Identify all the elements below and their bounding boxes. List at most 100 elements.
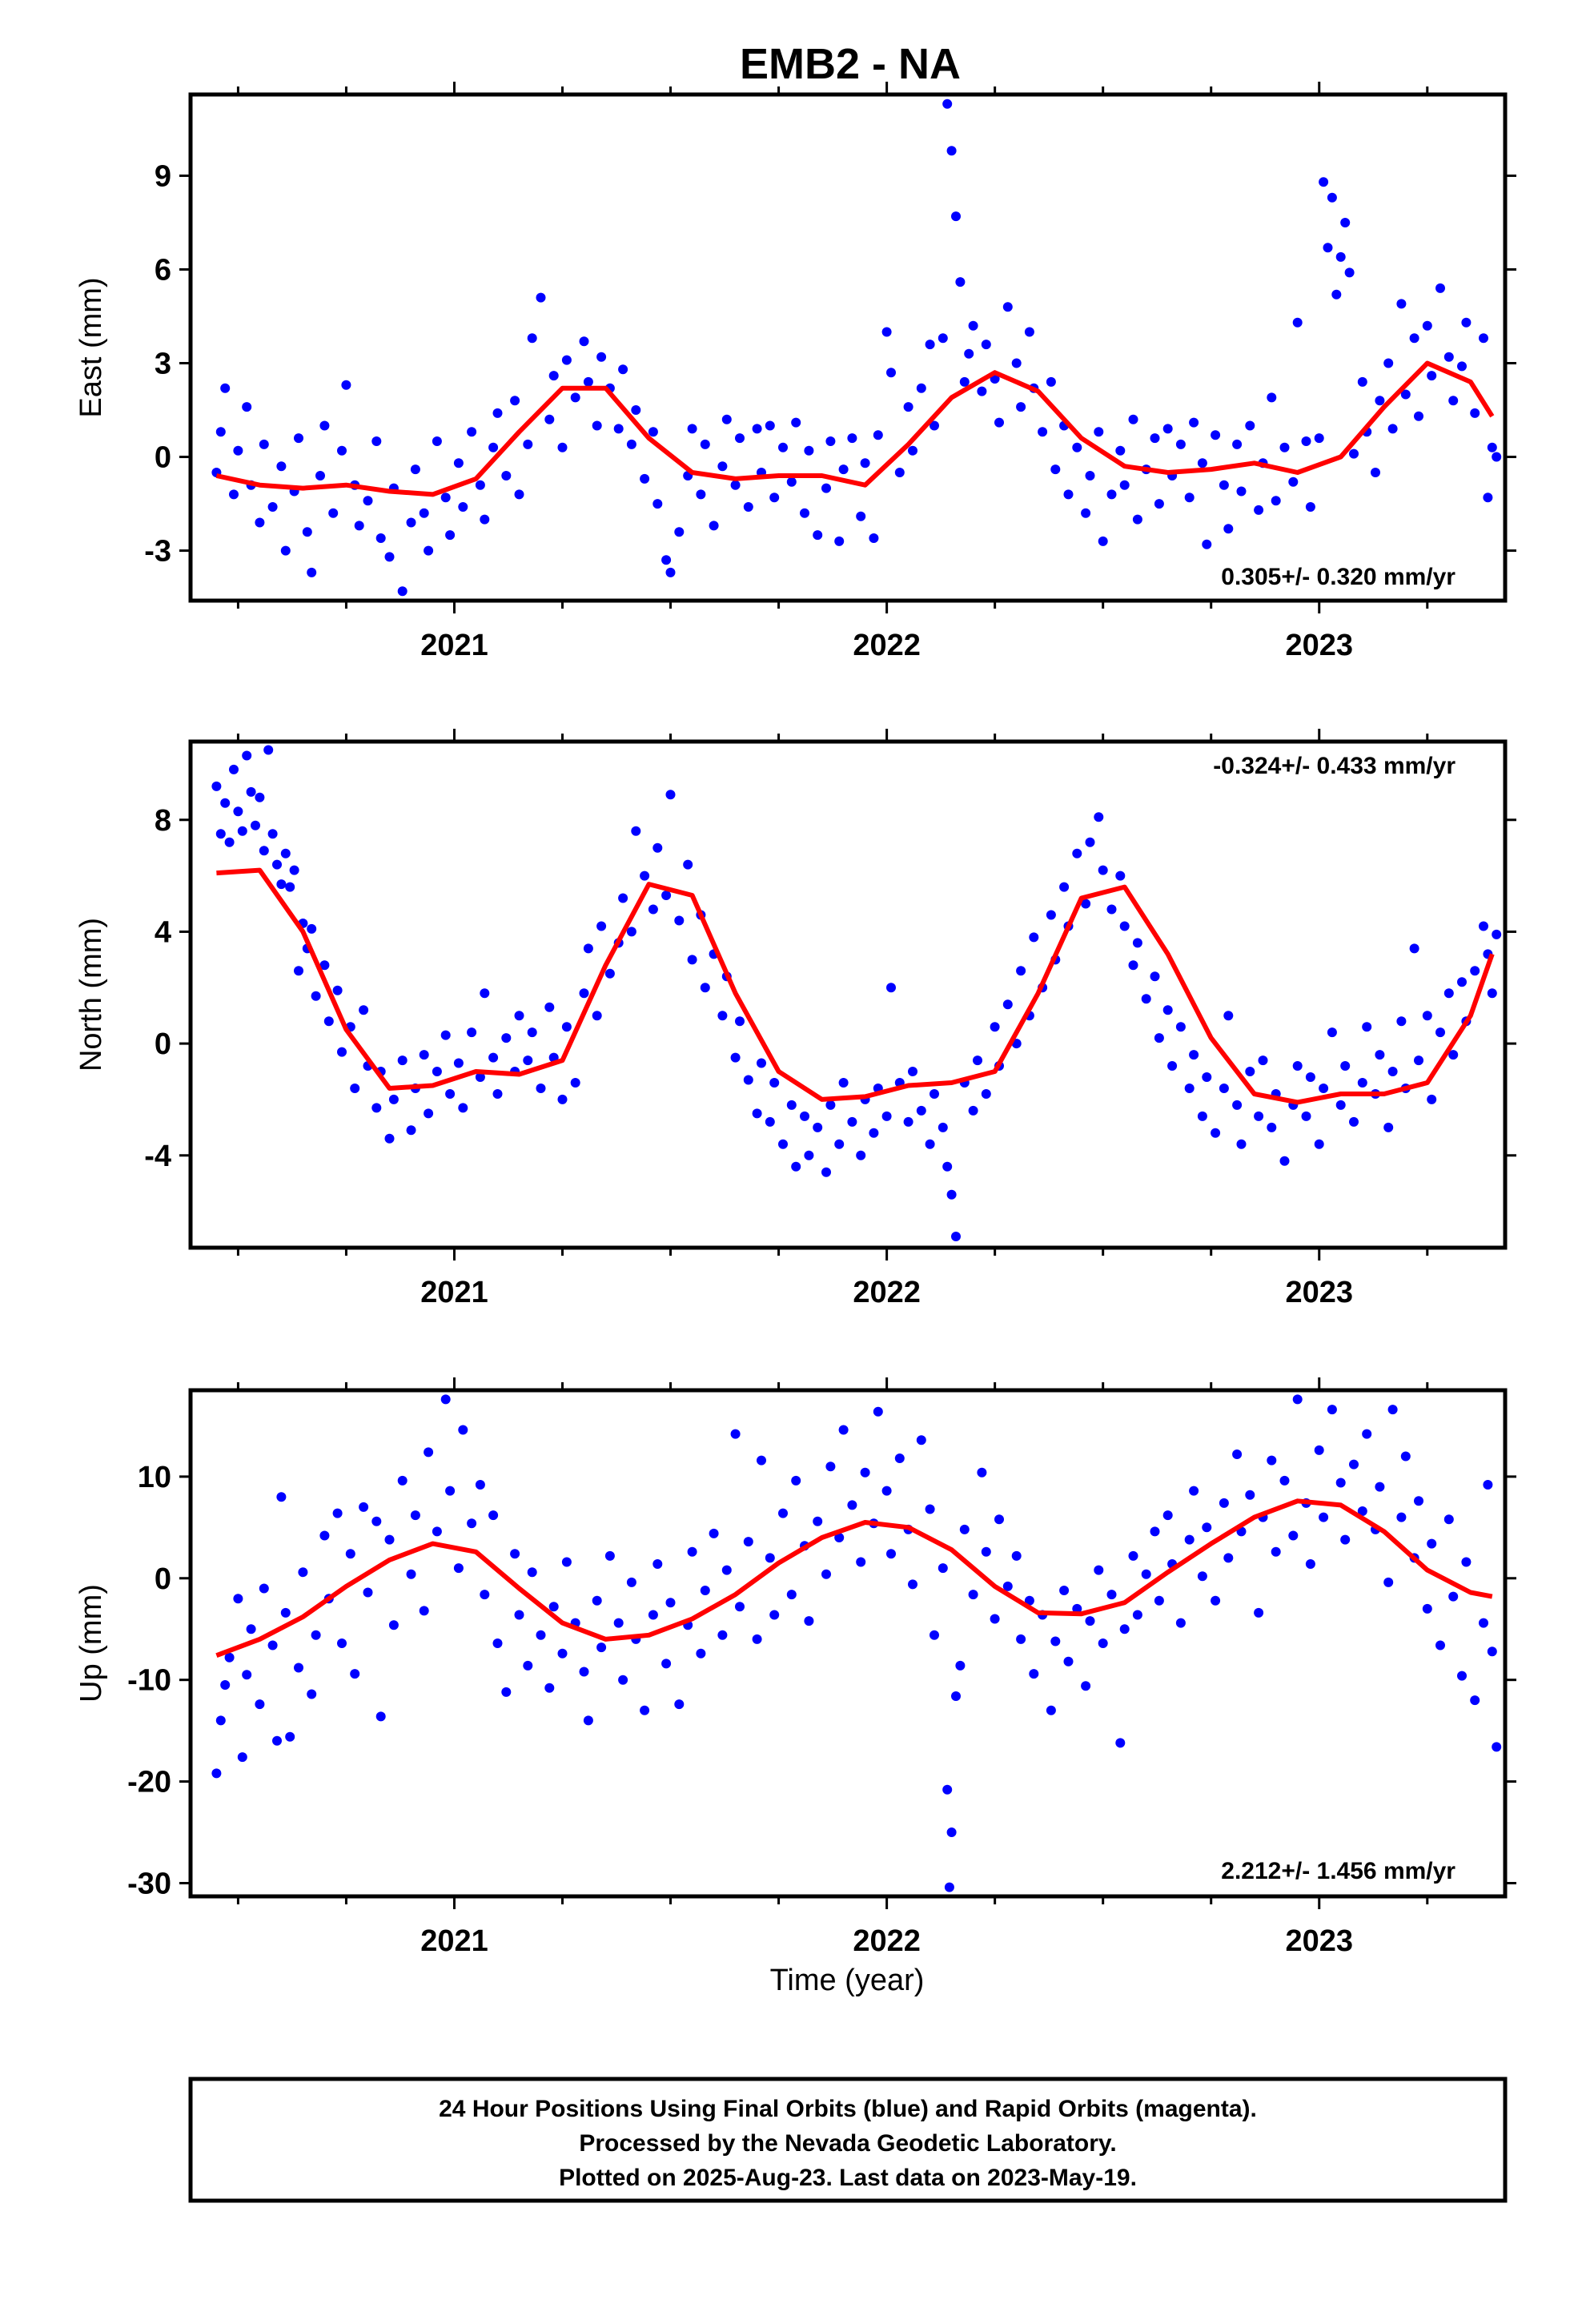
data-point	[1492, 452, 1502, 462]
data-point	[237, 826, 247, 836]
data-point	[544, 1002, 555, 1012]
data-point	[1189, 417, 1199, 428]
data-point	[1335, 1478, 1346, 1488]
data-point	[618, 364, 628, 375]
data-point	[700, 983, 710, 993]
chart-title: EMB2 - NA	[740, 40, 961, 88]
data-point	[215, 829, 226, 839]
data-point	[359, 1005, 369, 1015]
data-point	[838, 1425, 849, 1435]
data-point	[445, 1089, 456, 1099]
data-point	[215, 427, 226, 437]
data-point	[944, 1882, 954, 1892]
data-point	[925, 340, 935, 350]
data-point	[1002, 999, 1013, 1010]
data-point	[1267, 1122, 1277, 1132]
data-point	[1383, 358, 1394, 368]
data-point	[847, 1116, 857, 1127]
data-point	[1323, 243, 1333, 253]
data-point	[458, 1103, 468, 1113]
data-point	[1059, 882, 1070, 892]
data-point	[717, 461, 728, 472]
data-point	[592, 1595, 602, 1606]
data-point	[280, 1607, 291, 1618]
panel-2: -4 0 4 8 2021 2022 2023 North (mm) -0.324+/- 0.4…	[74, 729, 1516, 1309]
y-axis-label: Up (mm)	[74, 1584, 108, 1703]
data-point	[267, 1640, 278, 1651]
data-point	[1119, 1624, 1130, 1634]
data-point	[255, 517, 265, 528]
y-tick-label: 8	[155, 804, 171, 838]
data-point	[272, 1735, 282, 1746]
data-point	[683, 859, 693, 870]
y-axis-label: East (mm)	[74, 277, 108, 417]
data-point	[631, 405, 641, 415]
data-point	[1063, 489, 1074, 500]
data-point	[1094, 427, 1104, 437]
data-point	[1327, 1405, 1337, 1415]
data-point	[302, 527, 312, 537]
data-point	[825, 436, 836, 446]
data-point	[359, 1502, 369, 1512]
data-point	[583, 1715, 593, 1726]
data-point	[488, 1052, 499, 1063]
data-point	[1016, 966, 1026, 976]
data-point	[1457, 361, 1467, 372]
data-point	[1314, 1139, 1324, 1149]
data-point	[1344, 267, 1355, 278]
data-point	[1094, 1565, 1104, 1575]
data-point	[1479, 1618, 1488, 1628]
data-point	[856, 1150, 866, 1160]
data-point	[1305, 1559, 1315, 1569]
data-point	[267, 829, 278, 839]
data-point	[527, 1027, 537, 1038]
data-point	[1197, 1571, 1207, 1582]
data-point	[1422, 1011, 1432, 1021]
data-point	[1357, 376, 1367, 387]
data-point	[1435, 1640, 1445, 1651]
x-tick-label: 2021	[420, 629, 488, 662]
data-point	[1357, 1506, 1367, 1516]
data-point	[930, 1089, 939, 1099]
data-point	[1106, 1590, 1117, 1600]
data-point	[1383, 1122, 1394, 1132]
data-point	[946, 1189, 957, 1200]
data-point	[1094, 812, 1104, 822]
data-point	[1115, 445, 1126, 456]
data-point	[579, 1667, 589, 1677]
data-point	[1189, 1050, 1199, 1060]
data-point	[1487, 442, 1497, 452]
data-point	[1335, 1100, 1346, 1110]
data-point	[1319, 1512, 1329, 1522]
data-point	[419, 1050, 429, 1060]
data-point	[267, 502, 278, 512]
data-point	[328, 508, 339, 518]
data-point	[1002, 1581, 1013, 1591]
data-point	[1319, 1084, 1329, 1093]
x-tick-label: 2023	[1285, 1276, 1353, 1309]
data-point	[1409, 333, 1419, 344]
data-point	[1011, 358, 1022, 368]
data-point	[488, 1510, 499, 1521]
data-point	[856, 511, 866, 521]
data-point	[886, 983, 896, 993]
data-point	[1081, 899, 1091, 909]
data-point	[618, 893, 628, 903]
data-point	[384, 1133, 395, 1144]
data-point	[1141, 994, 1151, 1004]
data-point	[1211, 430, 1221, 440]
data-point	[579, 336, 589, 347]
data-point	[371, 1103, 382, 1113]
data-point	[1387, 424, 1398, 434]
data-point	[687, 424, 697, 434]
data-point	[804, 1616, 814, 1626]
data-point	[453, 1058, 464, 1068]
data-point	[786, 1100, 797, 1110]
data-point	[1059, 1586, 1070, 1595]
data-point	[315, 471, 325, 480]
data-point	[721, 1565, 732, 1575]
data-point	[674, 1699, 685, 1710]
x-axis-label: Time (year)	[770, 1964, 925, 1997]
data-point	[341, 380, 351, 390]
data-point	[1167, 1061, 1178, 1071]
